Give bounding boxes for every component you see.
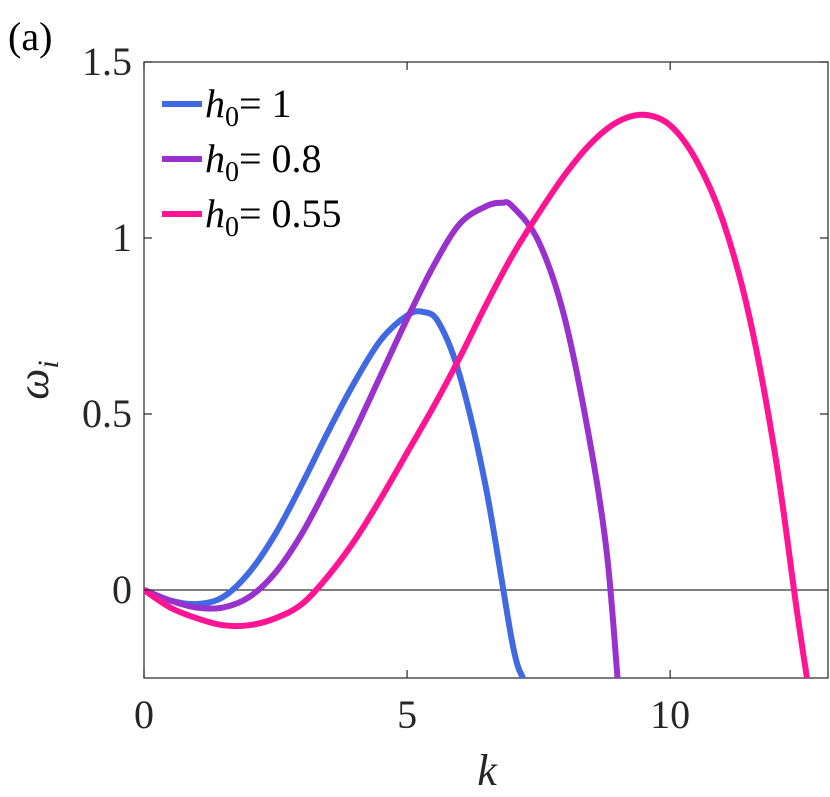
x-axis-label: k — [477, 746, 498, 795]
ticks-group: 0 5 10 0 0.5 1 1.5 — [82, 39, 828, 737]
x-tick-label: 5 — [397, 692, 417, 737]
y-tick-label: 0 — [112, 567, 132, 612]
series-line-3 — [144, 111, 810, 678]
series-group — [144, 111, 810, 678]
legend-label-3: h0= 0.55 — [205, 191, 342, 243]
y-axis-label: ωi — [9, 360, 65, 399]
x-tick-label: 0 — [134, 692, 154, 737]
y-tick-label: 0.5 — [82, 391, 132, 436]
axes-box — [143, 61, 829, 679]
y-tick-label: 1 — [112, 215, 132, 260]
x-tick-label: 10 — [650, 692, 690, 737]
legend-label-1: h0= 1 — [205, 81, 292, 133]
y-tick-label: 1.5 — [82, 39, 132, 84]
series-line-1 — [144, 308, 526, 678]
labels-group: (a) k ωi — [8, 14, 498, 795]
panel-label: (a) — [8, 14, 52, 59]
legend: h0= 1h0= 0.8h0= 0.55 — [162, 81, 342, 243]
series-line-2 — [144, 199, 621, 678]
legend-label-2: h0= 0.8 — [205, 136, 322, 188]
